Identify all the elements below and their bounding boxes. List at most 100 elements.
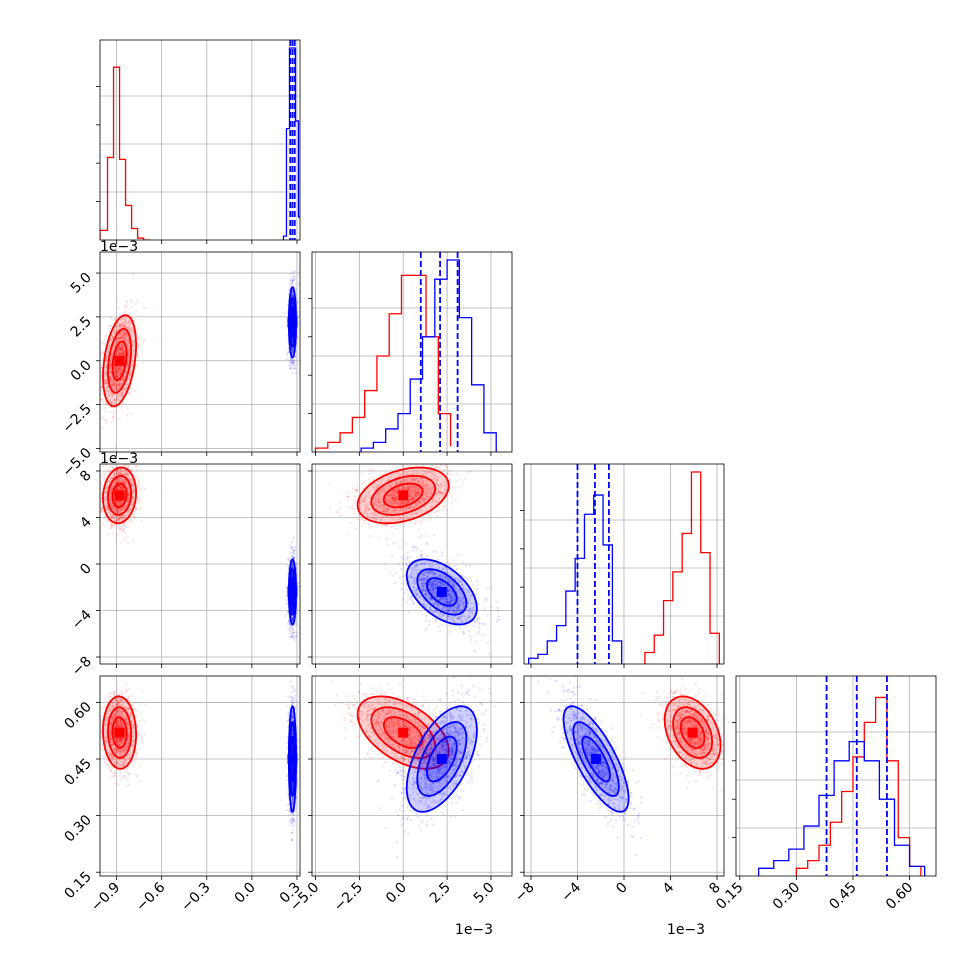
sample-point bbox=[290, 282, 293, 285]
sample-point bbox=[112, 482, 115, 485]
sample-point bbox=[117, 368, 120, 371]
sample-point bbox=[125, 338, 128, 341]
sample-point bbox=[110, 356, 113, 360]
sample-point bbox=[114, 524, 117, 527]
sample-point bbox=[124, 531, 128, 534]
sample-point bbox=[118, 369, 122, 372]
sample-point bbox=[118, 336, 122, 340]
sample-point bbox=[292, 367, 296, 371]
sample-point bbox=[103, 372, 107, 375]
sample-point bbox=[141, 361, 144, 364]
sample-point bbox=[104, 365, 108, 368]
sample-point bbox=[120, 352, 123, 356]
sample-point bbox=[118, 384, 122, 387]
sample-point bbox=[120, 352, 124, 355]
sample-point bbox=[120, 369, 124, 372]
sample-point bbox=[118, 473, 121, 476]
sample-point bbox=[136, 335, 140, 338]
sample-point bbox=[118, 326, 121, 329]
sample-point bbox=[120, 393, 123, 396]
sample-point bbox=[126, 413, 129, 416]
sample-point bbox=[112, 505, 115, 508]
sample-point bbox=[122, 332, 126, 335]
sample-point bbox=[291, 636, 294, 639]
sample-point bbox=[128, 519, 131, 522]
sample-point bbox=[101, 417, 104, 420]
sample-point bbox=[123, 305, 126, 308]
sample-point bbox=[132, 341, 135, 344]
sample-point bbox=[139, 497, 143, 501]
sample-point bbox=[109, 394, 112, 397]
sample-point bbox=[119, 502, 123, 505]
sample-point bbox=[105, 357, 108, 361]
sample-point bbox=[115, 507, 118, 510]
sample-point bbox=[110, 353, 114, 356]
sample-point bbox=[119, 346, 123, 349]
sample-point bbox=[117, 352, 121, 355]
sample-point bbox=[121, 382, 124, 386]
sample-point bbox=[121, 525, 124, 528]
sample-point bbox=[125, 472, 128, 475]
sample-point bbox=[113, 366, 117, 369]
sample-point bbox=[110, 395, 113, 398]
sample-point bbox=[118, 479, 121, 483]
sample-point bbox=[101, 351, 105, 354]
sample-point bbox=[116, 487, 119, 490]
sample-point bbox=[122, 334, 125, 337]
sample-point bbox=[122, 388, 125, 391]
sample-point bbox=[122, 339, 126, 342]
sample-point bbox=[123, 352, 127, 355]
sample-point bbox=[118, 503, 121, 506]
sample-point bbox=[105, 381, 108, 384]
sample-point bbox=[120, 541, 123, 544]
sample-point bbox=[111, 484, 114, 487]
sample-point bbox=[124, 318, 127, 321]
sample-point bbox=[96, 384, 98, 386]
sample-point bbox=[296, 310, 299, 314]
sample-point bbox=[119, 385, 122, 388]
sample-point bbox=[110, 354, 113, 357]
sample-point bbox=[101, 416, 104, 419]
sample-point bbox=[102, 477, 106, 481]
sample-point bbox=[115, 479, 118, 482]
sample-point bbox=[111, 381, 115, 385]
sample-point bbox=[102, 399, 106, 403]
sample-point bbox=[108, 324, 111, 328]
sample-point bbox=[118, 382, 121, 386]
sample-point bbox=[112, 507, 116, 510]
sample-point bbox=[124, 324, 128, 327]
sample-point bbox=[100, 497, 103, 500]
sample-point bbox=[105, 359, 108, 363]
sample-point bbox=[116, 374, 119, 377]
sample-point bbox=[291, 362, 294, 365]
sample-point bbox=[136, 353, 139, 356]
sample-point bbox=[141, 353, 144, 356]
sample-point bbox=[123, 479, 127, 482]
sample-point bbox=[119, 365, 122, 368]
sample-point bbox=[291, 348, 294, 351]
sample-point bbox=[115, 388, 118, 391]
sample-point bbox=[121, 352, 125, 355]
sample-point bbox=[286, 351, 289, 354]
sample-point bbox=[100, 351, 103, 354]
sample-point bbox=[119, 353, 122, 356]
sample-point bbox=[133, 390, 136, 393]
sample-point bbox=[116, 369, 119, 372]
sample-point bbox=[120, 406, 123, 410]
sample-point bbox=[123, 464, 126, 466]
sample-point bbox=[122, 514, 125, 517]
sample-point bbox=[284, 614, 288, 618]
sample-point bbox=[290, 554, 293, 557]
sample-point bbox=[110, 378, 113, 381]
sample-point bbox=[117, 346, 120, 349]
sample-point bbox=[126, 486, 130, 490]
sample-point bbox=[122, 388, 125, 391]
sample-point bbox=[115, 369, 119, 372]
sample-point bbox=[123, 332, 126, 335]
sample-point bbox=[119, 470, 122, 473]
sample-point bbox=[113, 370, 117, 373]
sample-point bbox=[111, 336, 114, 340]
sample-point bbox=[116, 336, 119, 340]
sample-point bbox=[103, 517, 106, 520]
sample-point bbox=[290, 279, 293, 282]
